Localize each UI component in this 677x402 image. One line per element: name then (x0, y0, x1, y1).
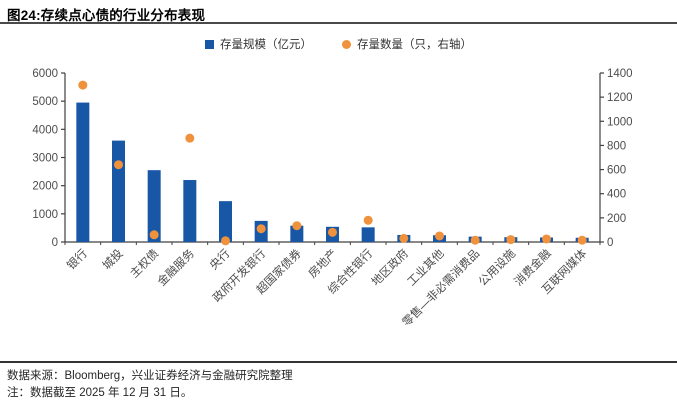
left-axis-tick-label: 6000 (32, 68, 58, 80)
dot-银行 (78, 80, 88, 90)
dot-主权债 (149, 230, 159, 240)
bar-城投 (112, 140, 125, 242)
bar-银行 (76, 102, 90, 242)
dot-地区政府 (399, 233, 409, 243)
x-category-label: 城投 (99, 246, 126, 273)
bar-综合性银行 (361, 227, 375, 242)
footer-divider (0, 361, 677, 363)
right-axis-tick-label: 600 (607, 165, 626, 177)
left-axis-tick-label: 3000 (32, 153, 58, 165)
figure-title: 图24:存续点心债的行业分布表现 (7, 8, 206, 23)
right-axis-tick-label: 200 (607, 213, 626, 225)
left-axis-tick-label: 4000 (32, 124, 58, 136)
right-axis-tick-label: 1200 (607, 92, 633, 104)
dot-城投 (114, 160, 123, 170)
data-source-note: 数据来源：Bloomberg，兴业证券经济与金融研究院整理 (7, 370, 293, 382)
x-category-label: 银行 (64, 246, 90, 272)
dot-series-marker-icon (342, 39, 351, 49)
legend-item-bar-series: 存量规模（亿元） (205, 36, 312, 52)
right-axis-tick-label: 0 (607, 237, 613, 249)
right-axis-tick-label: 400 (607, 189, 626, 201)
left-axis-tick-label: 5000 (32, 96, 58, 108)
x-category-label: 公用设施 (476, 247, 518, 289)
dot-政府开发银行 (256, 224, 266, 234)
x-category-label: 主权债 (127, 246, 161, 280)
data-cutoff-note: 注：数据截至 2025 年 12 月 31 日。 (7, 387, 193, 399)
left-axis-tick-label: 2000 (32, 181, 58, 193)
bar-series-marker-icon (205, 39, 214, 49)
dot-超国家债券 (292, 221, 302, 231)
legend-label: 存量数量（只，右轴） (357, 39, 472, 51)
x-category-label: 房地产 (305, 246, 339, 280)
x-category-label: 地区政府 (369, 246, 411, 288)
dot-公用设施 (506, 235, 516, 245)
right-axis-tick-label: 1000 (607, 116, 633, 128)
dot-综合性银行 (363, 215, 373, 225)
bar-主权债 (147, 170, 161, 242)
left-axis-tick-label: 1000 (32, 209, 58, 221)
dot-零售—非必需消费品 (470, 235, 480, 245)
left-axis-tick-label: 0 (52, 237, 58, 249)
right-axis-tick-label: 800 (607, 140, 626, 152)
legend-item-dot-series: 存量数量（只，右轴） (342, 36, 472, 52)
x-category-label: 央行 (207, 247, 232, 272)
dot-消费金融 (542, 234, 551, 244)
chart-legend: 存量规模（亿元） 存量数量（只，右轴） (0, 36, 677, 52)
dot-互联网媒体 (577, 235, 587, 245)
dot-工业其他 (435, 231, 444, 241)
right-axis-tick-label: 1400 (607, 68, 633, 80)
bar-央行 (219, 201, 232, 242)
dot-央行 (221, 236, 230, 246)
dot-房地产 (328, 227, 337, 237)
legend-label: 存量规模（亿元） (220, 39, 312, 51)
x-category-label: 金融服务 (155, 246, 198, 289)
dot-金融服务 (185, 133, 195, 143)
dual-axis-bar-chart: 0 1000 2000 3000 4000 5000 6000 0 200 400 600 800 10… (32, 68, 633, 329)
title-divider (0, 22, 677, 24)
bar-金融服务 (183, 180, 197, 242)
bar-超国家债券 (290, 225, 304, 242)
